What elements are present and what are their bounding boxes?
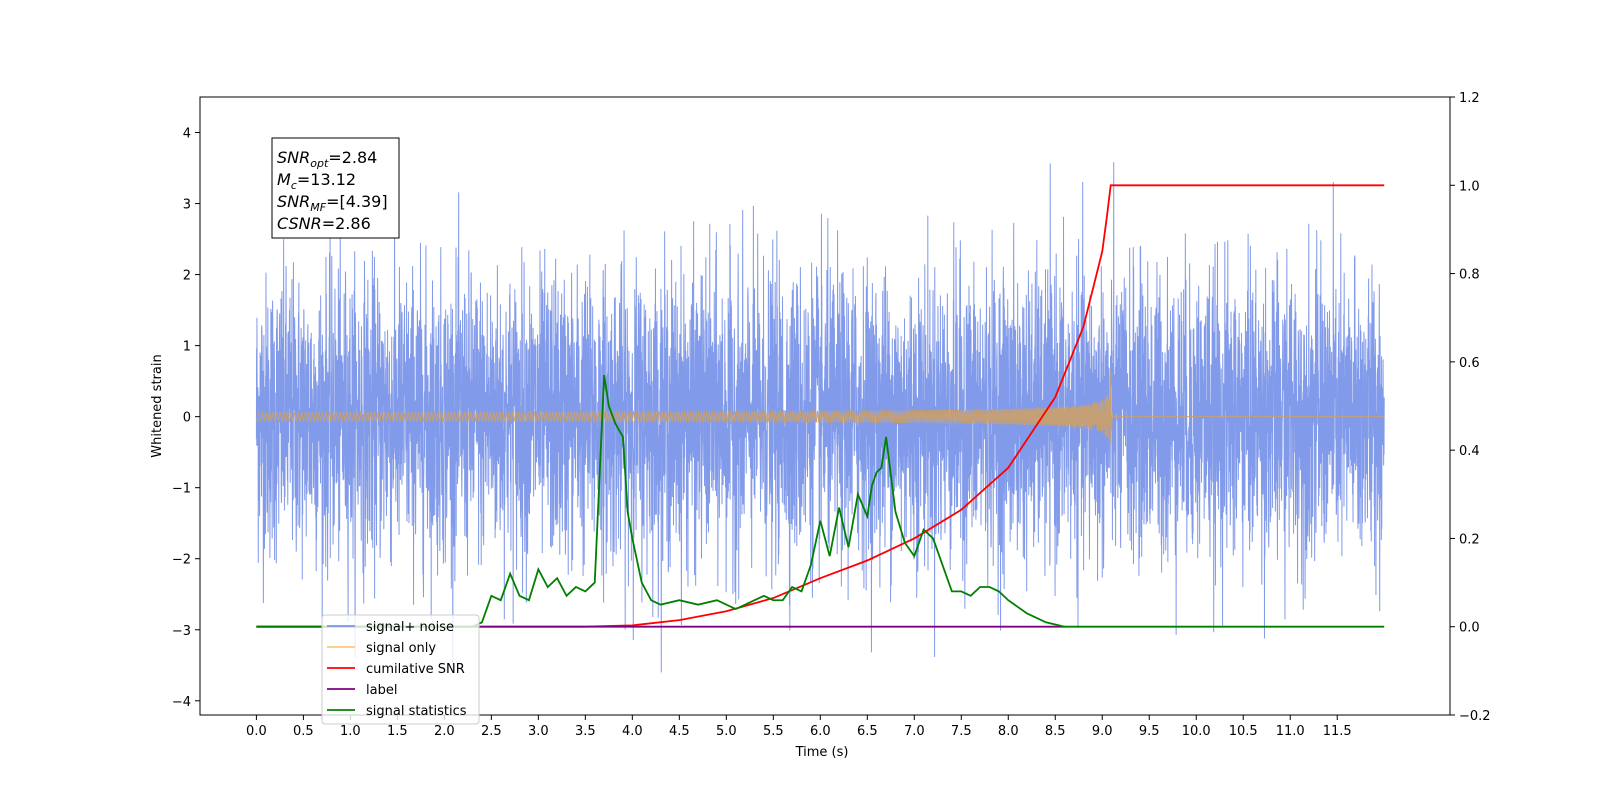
legend-frame bbox=[321, 614, 480, 725]
x-tick-label: 7.5 bbox=[951, 724, 972, 739]
x-tick-label: 3.5 bbox=[575, 724, 596, 739]
x-axis: 0.0 0.5 1.0 1.5 2.0 2.5 3.0 3.5 4.0 4.5 5.0 5.5 6.0 6… bbox=[246, 715, 1352, 739]
legend-label: signal statistics bbox=[366, 704, 467, 719]
y-tick-label: −4 bbox=[172, 695, 191, 710]
x-tick-label: 2.5 bbox=[481, 724, 502, 739]
y-tick-label: 0 bbox=[183, 411, 191, 426]
annotation-line: SNRMF=[4.39] bbox=[277, 192, 388, 214]
x-tick-label: 0.0 bbox=[246, 724, 267, 739]
x-tick-label: 8.5 bbox=[1045, 724, 1066, 739]
annotation-symbol: M bbox=[277, 170, 291, 189]
x-tick-label: 4.5 bbox=[669, 724, 690, 739]
annotation-subscript: MF bbox=[310, 201, 326, 214]
x-tick-label: 11.0 bbox=[1276, 724, 1305, 739]
legend-label: signal+ noise bbox=[366, 620, 454, 635]
annotation-symbol: CSNR bbox=[277, 214, 322, 233]
legend: signal+ noise signal only cumilative SNR la… bbox=[321, 614, 480, 725]
annotation-symbol: SNR bbox=[277, 148, 310, 167]
series-signal-statistics bbox=[256, 374, 1385, 628]
y-tick-label: 3 bbox=[183, 198, 191, 213]
x-tick-label: 4.0 bbox=[622, 724, 643, 739]
legend-label: signal only bbox=[366, 641, 436, 656]
y2-tick-label: 0.6 bbox=[1459, 356, 1480, 371]
annotation-value: =13.12 bbox=[297, 170, 356, 189]
legend-label: label bbox=[366, 683, 397, 698]
y2-tick-label: 0.2 bbox=[1459, 532, 1480, 547]
y2-tick-label: 0.8 bbox=[1459, 268, 1480, 283]
x-tick-label: 10.5 bbox=[1229, 724, 1258, 739]
x-tick-label: 5.5 bbox=[763, 724, 784, 739]
x-tick-label: 6.5 bbox=[857, 724, 878, 739]
x-tick-label: 11.5 bbox=[1323, 724, 1352, 739]
series-cumulative-snr bbox=[256, 184, 1385, 628]
x-tick-label: 1.0 bbox=[340, 724, 361, 739]
x-tick-label: 9.5 bbox=[1139, 724, 1160, 739]
y2-tick-label: −0.2 bbox=[1459, 709, 1491, 724]
y-axis-right: 1.2 1.0 0.8 0.6 0.4 0.2 0.0 −0.2 bbox=[1450, 91, 1491, 724]
annotation-subscript: c bbox=[291, 179, 297, 192]
annotation-value: =2.86 bbox=[322, 214, 371, 233]
x-tick-label: 7.0 bbox=[904, 724, 925, 739]
series-signal-noise bbox=[255, 162, 1385, 673]
annotation-value: =[4.39] bbox=[326, 192, 388, 211]
x-tick-label: 6.0 bbox=[810, 724, 831, 739]
x-tick-label: 10.0 bbox=[1182, 724, 1211, 739]
annotation-value: =2.84 bbox=[328, 148, 377, 167]
y2-tick-label: 0.0 bbox=[1459, 621, 1480, 636]
x-tick-label: 8.0 bbox=[998, 724, 1019, 739]
x-tick-label: 2.0 bbox=[434, 724, 455, 739]
annotation-line: CSNR=2.86 bbox=[277, 214, 371, 233]
plot-frame bbox=[199, 96, 1451, 716]
annotation-subscript: opt bbox=[310, 157, 329, 170]
annotation-frame bbox=[271, 137, 400, 239]
annotation-line: Mc=13.12 bbox=[277, 170, 356, 192]
x-tick-label: 3.0 bbox=[528, 724, 549, 739]
x-tick-label: 5.0 bbox=[716, 724, 737, 739]
y2-tick-label: 1.0 bbox=[1459, 179, 1480, 194]
y2-tick-label: 0.4 bbox=[1459, 444, 1480, 459]
y2-tick-label: 1.2 bbox=[1459, 91, 1480, 106]
y-tick-label: −2 bbox=[172, 553, 191, 568]
annotation-symbol: SNR bbox=[277, 192, 310, 211]
y-axis-left: 4 3 2 1 0 −1 −2 −3 −4 bbox=[172, 127, 200, 710]
y-tick-label: −3 bbox=[172, 624, 191, 639]
y-tick-label: 2 bbox=[183, 269, 191, 284]
y-tick-label: 1 bbox=[183, 340, 191, 355]
annotation-line: SNRopt=2.84 bbox=[277, 148, 377, 170]
x-tick-label: 0.5 bbox=[293, 724, 314, 739]
series-signal-only bbox=[255, 370, 1385, 445]
y-tick-label: 4 bbox=[183, 127, 191, 142]
x-tick-label: 1.5 bbox=[387, 724, 408, 739]
y-tick-label: −1 bbox=[172, 482, 191, 497]
x-axis-label: Time (s) bbox=[795, 745, 849, 760]
legend-label: cumilative SNR bbox=[366, 662, 465, 677]
y-axis-label: Whitened strain bbox=[150, 354, 165, 457]
x-tick-label: 9.0 bbox=[1092, 724, 1113, 739]
